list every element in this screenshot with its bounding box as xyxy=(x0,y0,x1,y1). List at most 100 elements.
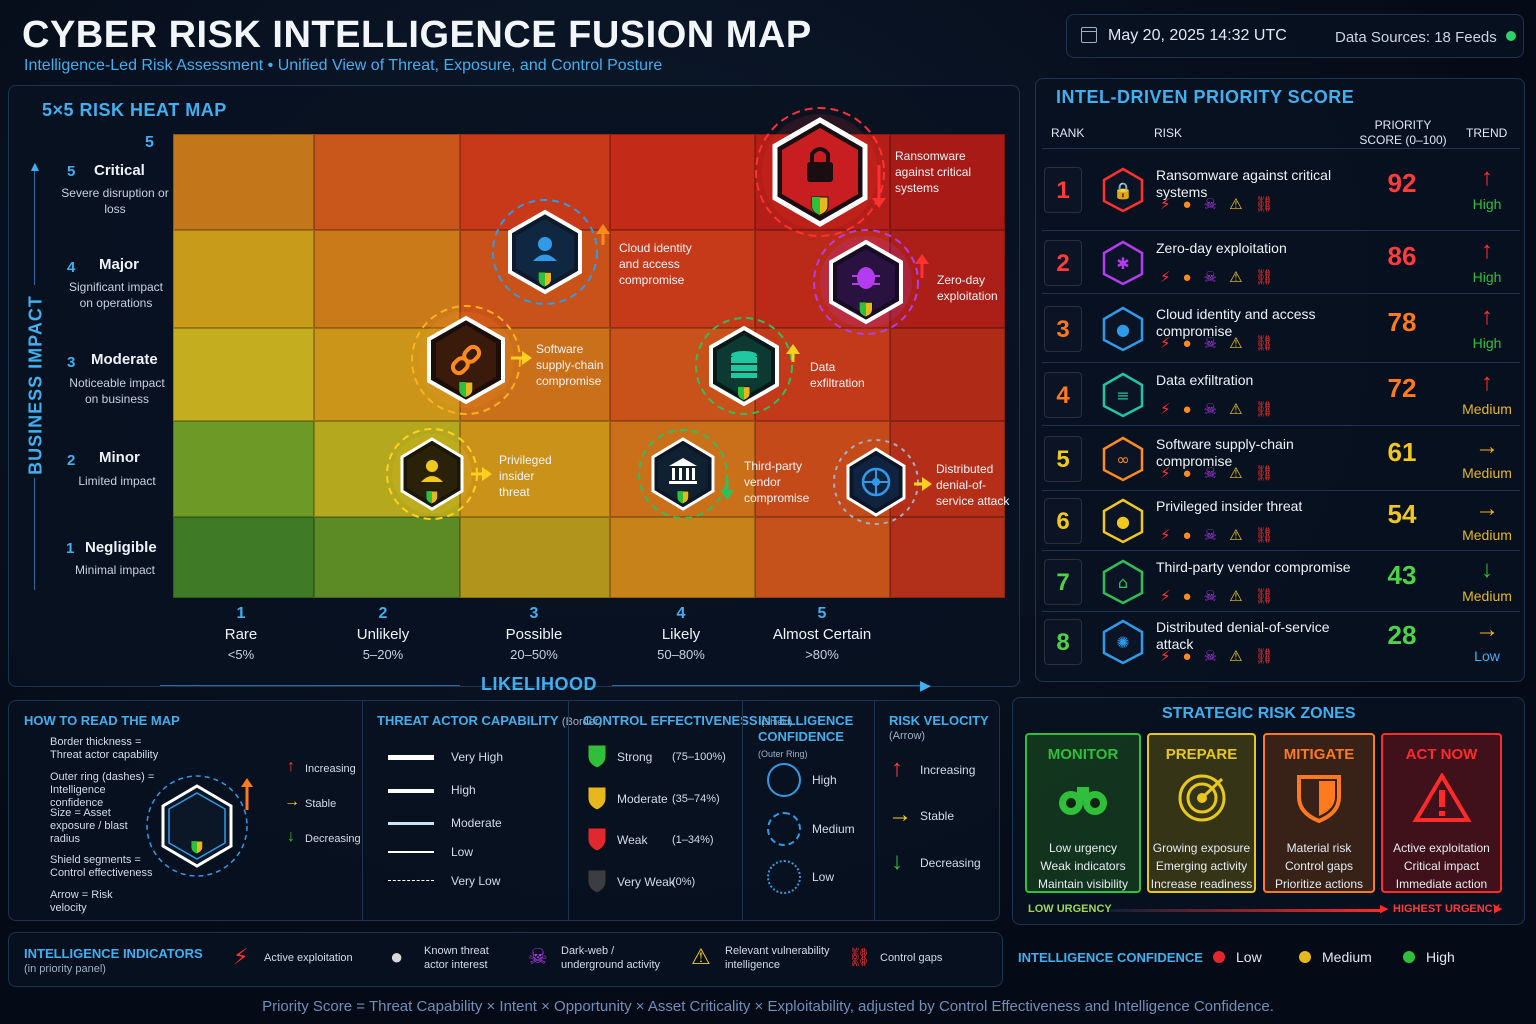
trend-increasing-icon: ↑ xyxy=(1481,302,1493,330)
confidence-legend-title: INTELLIGENCE CONFIDENCE (Outer Ring) xyxy=(758,713,868,762)
heat-cell[interactable] xyxy=(173,134,314,230)
warning-icon: ⚠ xyxy=(1229,464,1255,482)
likelihood-name: Possible xyxy=(505,626,563,643)
svg-text:●: ● xyxy=(1116,512,1130,531)
indicators-panel xyxy=(8,932,1003,987)
network-icon: ✺ xyxy=(1102,619,1144,665)
zone-prepare[interactable]: PREPARE Growing exposure Emerging activity… xyxy=(1147,733,1256,893)
risk-name: Distributed denial-of-service attack xyxy=(1156,619,1330,652)
heat-cell[interactable] xyxy=(460,134,610,230)
arrow-right-icon: → xyxy=(888,801,912,828)
link-icon: ∞ xyxy=(1102,436,1144,482)
svg-text:⌂: ⌂ xyxy=(1118,573,1128,592)
skull-icon: ☠ xyxy=(528,944,548,969)
risk-indicators: ⚡●☠⚠⛓ xyxy=(1160,587,1286,605)
urgency-low-label: LOW URGENCY xyxy=(1028,903,1112,915)
col-header-rank: RANK xyxy=(1051,126,1085,140)
marker-label: Ransomware against critical systems xyxy=(895,149,972,195)
hacker-icon: ● xyxy=(1182,527,1204,544)
heat-cell[interactable] xyxy=(890,134,1005,230)
risk-indicators: ⚡●☠⚠⛓ xyxy=(1160,400,1286,418)
likelihood-name: Rare xyxy=(224,626,258,643)
lightning-icon: ⚡ xyxy=(1160,648,1183,665)
heat-cell[interactable] xyxy=(173,421,314,517)
marker-supply-chain[interactable] xyxy=(411,305,521,415)
zone-desc-line: Increase readiness xyxy=(1150,877,1253,891)
priority-row[interactable]: 5 ∞ Software supply-chain compromise ⚡●☠⚠⛓… xyxy=(1042,425,1520,490)
heat-cell[interactable] xyxy=(890,328,1005,421)
heat-cell[interactable] xyxy=(610,230,755,328)
marker-third-party-vendor[interactable] xyxy=(638,429,728,519)
zone-desc-line: Control gaps xyxy=(1284,859,1354,873)
heat-cell[interactable] xyxy=(610,517,755,598)
zero-day-velocity-arrow xyxy=(915,254,929,278)
heat-cell[interactable] xyxy=(890,230,1005,328)
capability-label: Low xyxy=(451,845,474,859)
control-title-sub: (Shield) xyxy=(761,717,793,727)
heat-cell[interactable] xyxy=(755,517,890,598)
confidence-dot-medium xyxy=(1299,951,1311,963)
heat-cell[interactable] xyxy=(173,328,314,421)
likelihood-pct: 5–20% xyxy=(362,647,404,662)
trend-stable-icon: → xyxy=(1475,432,1499,460)
svg-text:≡: ≡ xyxy=(1116,386,1129,405)
trend-label: Medium xyxy=(1462,464,1512,481)
zone-desc: Material risk Control gaps Prioritize acti… xyxy=(1265,839,1373,893)
impact-level-desc: Noticeable impact on business xyxy=(69,376,165,406)
arrow-down-icon: ↓ xyxy=(891,848,903,875)
broken-link-icon: ⛓ xyxy=(1254,527,1286,544)
heat-cell[interactable] xyxy=(610,134,755,230)
impact-level-number: 5 xyxy=(67,163,76,180)
priority-row[interactable]: 2 ✱ Zero-day exploitation ⚡●☠⚠⛓ 86 ↑ High xyxy=(1042,230,1520,293)
heat-cell[interactable] xyxy=(314,517,460,598)
heat-cell[interactable] xyxy=(173,230,314,328)
trend-increasing-icon: ↑ xyxy=(1481,368,1493,396)
marker-cloud-identity[interactable] xyxy=(492,199,598,305)
warning-icon xyxy=(1383,772,1500,831)
marker-insider-threat[interactable] xyxy=(386,428,478,520)
heat-cell[interactable] xyxy=(460,517,610,598)
database-icon: ≡ xyxy=(1102,372,1144,418)
marker-label: Privileged insider threat xyxy=(499,453,552,499)
likelihood-number: 3 xyxy=(529,605,539,622)
indicators-title: INTELLIGENCE INDICATORS xyxy=(24,946,203,961)
heat-cell[interactable] xyxy=(173,517,314,598)
trend-label: Low xyxy=(1474,648,1500,664)
control-level-range: (75–100%) xyxy=(672,751,726,763)
marker-label: Third-party vendor compromise xyxy=(744,459,810,505)
marker-label: Software supply-chain compromise xyxy=(536,342,604,388)
risk-name: Zero-day exploitation xyxy=(1156,239,1287,256)
heat-cell[interactable] xyxy=(314,230,460,328)
heat-cell[interactable] xyxy=(314,134,460,230)
zone-desc: Low urgency Weak indicators Maintain visib… xyxy=(1027,839,1139,893)
hacker-icon: ● xyxy=(1182,196,1204,213)
heat-cell[interactable] xyxy=(460,421,610,517)
zone-mitigate[interactable]: MITIGATE Material risk Control gaps Priorit… xyxy=(1263,733,1375,893)
marker-ransomware[interactable] xyxy=(755,107,885,237)
priority-row[interactable]: 6 ● Privileged insider threat ⚡●☠⚠⛓ 54 → Medi… xyxy=(1042,490,1520,550)
priority-row[interactable]: 3 ● Cloud identity and access compromise ⚡… xyxy=(1042,293,1520,362)
marker-data-exfiltration[interactable] xyxy=(695,317,793,415)
warning-icon: ⚠ xyxy=(1229,527,1255,544)
risk-indicators: ⚡●☠⚠⛓ xyxy=(1160,526,1286,544)
zone-monitor[interactable]: MONITOR Low urgency Weak indicators Maintai… xyxy=(1025,733,1141,893)
marker-zero-day[interactable] xyxy=(813,229,919,335)
shield-icon xyxy=(1265,773,1373,831)
indicator-label: Control gaps xyxy=(880,952,943,964)
impact-level-number: 2 xyxy=(67,452,76,469)
hacker-icon: ● xyxy=(1182,648,1204,665)
shield-icon xyxy=(586,785,608,816)
zone-act-now[interactable]: ACT NOW Active exploitation Critical impac… xyxy=(1381,733,1502,893)
marker-ddos[interactable] xyxy=(833,439,919,525)
broken-link-icon: ⛓ xyxy=(848,947,871,967)
priority-row[interactable]: 8 ✺ Distributed denial-of-service attack ⚡… xyxy=(1042,611,1520,671)
impact-level-name: Moderate xyxy=(91,351,158,368)
priority-row[interactable]: 1 🔒 Ransomware against critical systems ⚡●… xyxy=(1042,148,1520,230)
heat-cell[interactable] xyxy=(890,517,1005,598)
risk-indicators: ⚡●☠⚠⛓ xyxy=(1160,334,1286,352)
confidence-dot-low xyxy=(1213,951,1225,963)
priority-row[interactable]: 7 ⌂ Third-party vendor compromise ⚡●☠⚠⛓ 43 ↓… xyxy=(1042,550,1520,611)
impact-axis-line xyxy=(34,478,35,590)
priority-row[interactable]: 4 ≡ Data exfiltration ⚡●☠⚠⛓ 72 ↑ Medium xyxy=(1042,362,1520,425)
zone-desc-line: Prioritize actions xyxy=(1274,877,1364,891)
